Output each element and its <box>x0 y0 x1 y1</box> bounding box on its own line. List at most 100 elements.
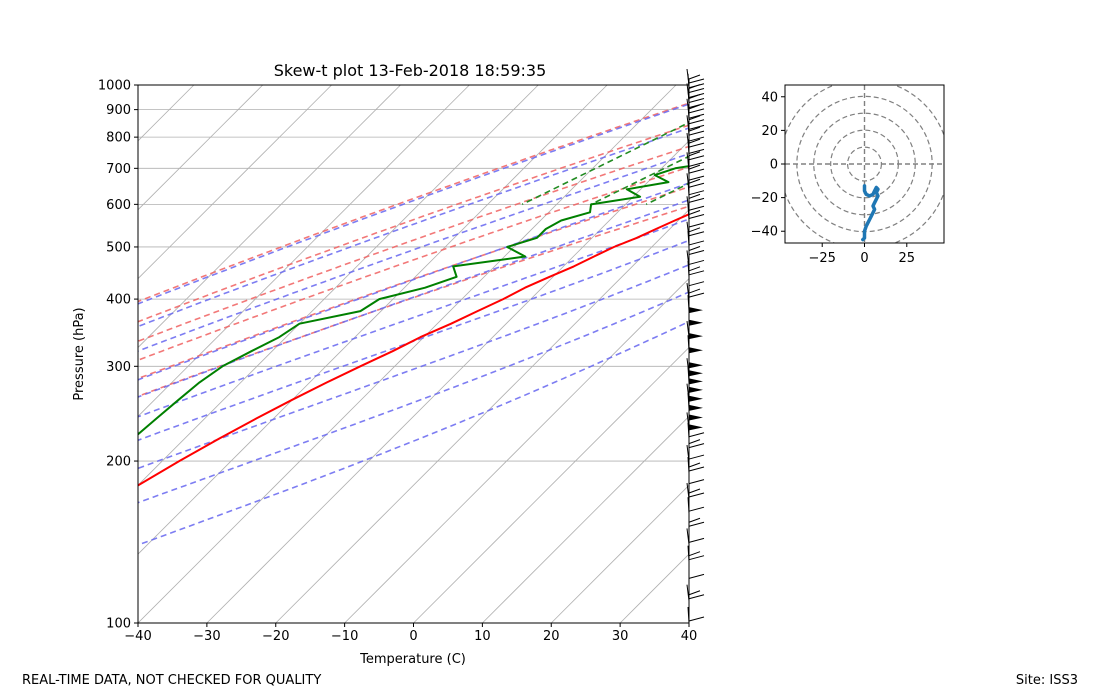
hodograph: −25 0 25 −40 −20 0 20 40 <box>751 84 945 266</box>
mixing-ratio-lines <box>521 121 689 206</box>
wind-barb-flag <box>688 517 701 523</box>
wind-barb-flag <box>688 142 705 148</box>
wind-barb-flag <box>688 454 705 460</box>
wind-barb <box>688 240 705 257</box>
wind-barbs <box>686 68 705 624</box>
wind-barb <box>686 528 705 545</box>
wind-barb-flag <box>688 126 701 132</box>
wind-barb <box>688 271 705 288</box>
wind-barb <box>687 335 703 354</box>
y-tick-label: 300 <box>106 360 131 375</box>
wind-barb <box>688 166 705 183</box>
wind-barb <box>688 374 703 393</box>
dry-adiabats <box>138 102 689 398</box>
x-axis-ticks: −40 −30 −20 −10 0 10 20 30 40 <box>124 623 697 644</box>
wind-barb-flag <box>688 466 705 472</box>
y-tick-label: 800 <box>106 131 131 146</box>
wind-barb-pennant <box>689 347 703 354</box>
isotherm-gridline <box>138 85 608 555</box>
y-tick-label: 600 <box>106 198 131 213</box>
wind-barb <box>686 98 705 115</box>
wind-barb <box>687 606 705 624</box>
dry-adiabat <box>138 145 689 343</box>
wind-barb <box>688 78 705 95</box>
wind-barb <box>688 109 705 126</box>
x-tick-label: 30 <box>612 629 629 644</box>
wind-barb-flag <box>688 197 705 203</box>
wind-barb-flag <box>688 246 701 251</box>
hodo-y-tick-label: 40 <box>761 90 778 105</box>
wind-barb-flag <box>688 492 705 498</box>
wind-barb <box>687 295 703 314</box>
wind-barb <box>688 145 705 162</box>
wind-barb-flag <box>688 616 705 622</box>
hodo-y-tick-label: 0 <box>770 158 778 173</box>
wind-barb <box>687 159 705 176</box>
isotherm-gridline <box>138 85 332 280</box>
wind-barb-flag <box>688 240 705 246</box>
x-tick-label: 10 <box>474 629 491 644</box>
dewpoint-line <box>138 165 689 436</box>
hodo-x-tick-label: 25 <box>899 251 916 266</box>
wind-barb-flag <box>688 288 701 294</box>
x-axis-label: Temperature (C) <box>359 652 466 667</box>
isotherm-gridline <box>206 140 689 623</box>
wind-barb-staff <box>686 528 690 545</box>
wind-barb-flag <box>688 590 701 596</box>
moist-adiabats <box>138 103 689 546</box>
isotherm-gridline <box>344 278 689 623</box>
quality-disclaimer: REAL-TIME DATA, NOT CHECKED FOR QUALITY <box>22 673 322 688</box>
wind-barb-flag <box>688 97 705 103</box>
wind-barb-flag <box>688 168 705 174</box>
wind-barb-flag <box>688 104 701 110</box>
wind-barb-flag <box>688 182 705 188</box>
wind-barb-flag <box>688 259 705 265</box>
hodo-y-tick-label: 20 <box>761 124 778 139</box>
pressure-gridlines <box>138 85 689 623</box>
wind-barb-flag <box>688 94 701 99</box>
wind-barb <box>686 152 705 169</box>
moist-adiabat <box>138 152 689 352</box>
wind-barb-flag <box>688 151 701 157</box>
isotherm-gridline <box>138 85 470 417</box>
wind-barb-flag <box>688 227 701 233</box>
wind-barb <box>686 283 705 300</box>
wind-barb-flag <box>688 479 705 485</box>
wind-barb-flag <box>688 124 705 130</box>
wind-barb <box>687 497 705 514</box>
wind-barb-flag <box>688 292 705 298</box>
moist-adiabat <box>138 320 689 546</box>
wind-barb-staff <box>687 497 690 514</box>
hodograph-trace <box>861 184 880 242</box>
isotherm-gridline <box>550 484 689 623</box>
wind-barb <box>686 173 705 190</box>
wind-barb <box>686 584 705 601</box>
wind-barb <box>688 188 705 205</box>
wind-barb-flag <box>688 161 705 167</box>
wind-barb-staff <box>687 606 690 624</box>
wind-barb <box>688 469 705 486</box>
wind-barb-flag <box>688 138 701 144</box>
wind-barb-staff <box>687 335 690 352</box>
wind-barb <box>688 512 705 529</box>
wind-barb-flag <box>688 488 701 494</box>
site-label: Site: ISS3 <box>1015 673 1078 688</box>
wind-barb <box>686 321 703 340</box>
moist-adiabat <box>138 127 689 328</box>
hodo-x-tick-label: −25 <box>808 251 835 266</box>
skewt-plot-frame <box>137 84 690 624</box>
wind-barb-pennant <box>689 404 703 411</box>
wind-barb-flag <box>688 190 705 196</box>
isotherm-gridline <box>138 85 401 349</box>
wind-barb-flag <box>688 231 705 237</box>
y-tick-label: 700 <box>106 162 131 177</box>
wind-barb-flag <box>688 88 705 94</box>
wind-barb-flag <box>688 193 701 199</box>
wind-barb-flag <box>688 210 701 215</box>
wind-barb-staff <box>686 444 690 462</box>
moist-adiabat <box>138 199 689 398</box>
wind-barb <box>688 564 705 581</box>
wind-barb <box>686 444 705 462</box>
wind-barb <box>687 545 705 562</box>
wind-barb-flag <box>688 439 701 445</box>
